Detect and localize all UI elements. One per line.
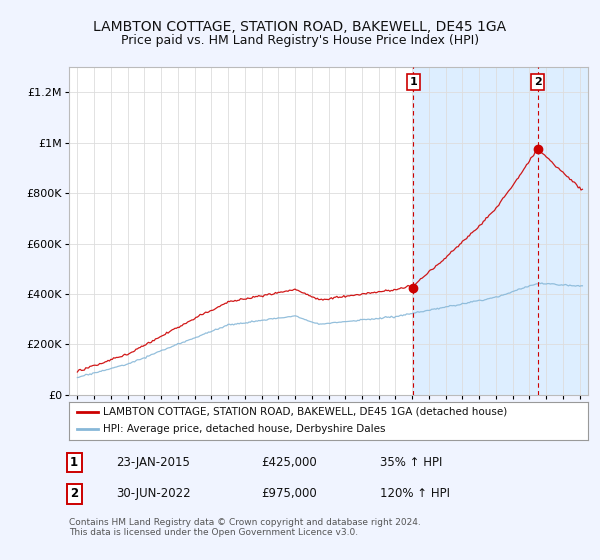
Text: 30-JUN-2022: 30-JUN-2022 xyxy=(116,487,190,501)
Text: £975,000: £975,000 xyxy=(261,487,317,501)
Text: 23-JAN-2015: 23-JAN-2015 xyxy=(116,456,190,469)
Text: LAMBTON COTTAGE, STATION ROAD, BAKEWELL, DE45 1GA: LAMBTON COTTAGE, STATION ROAD, BAKEWELL,… xyxy=(94,20,506,34)
Text: LAMBTON COTTAGE, STATION ROAD, BAKEWELL, DE45 1GA (detached house): LAMBTON COTTAGE, STATION ROAD, BAKEWELL,… xyxy=(103,407,507,417)
Text: Price paid vs. HM Land Registry's House Price Index (HPI): Price paid vs. HM Land Registry's House … xyxy=(121,34,479,46)
Text: 2: 2 xyxy=(70,487,78,501)
Text: 120% ↑ HPI: 120% ↑ HPI xyxy=(380,487,451,501)
Text: 1: 1 xyxy=(70,456,78,469)
Bar xyxy=(413,67,588,395)
Text: 1: 1 xyxy=(410,77,417,87)
Text: £425,000: £425,000 xyxy=(261,456,317,469)
Text: 35% ↑ HPI: 35% ↑ HPI xyxy=(380,456,443,469)
Text: HPI: Average price, detached house, Derbyshire Dales: HPI: Average price, detached house, Derb… xyxy=(103,424,385,435)
Text: Contains HM Land Registry data © Crown copyright and database right 2024.
This d: Contains HM Land Registry data © Crown c… xyxy=(69,518,421,538)
Text: 2: 2 xyxy=(534,77,542,87)
